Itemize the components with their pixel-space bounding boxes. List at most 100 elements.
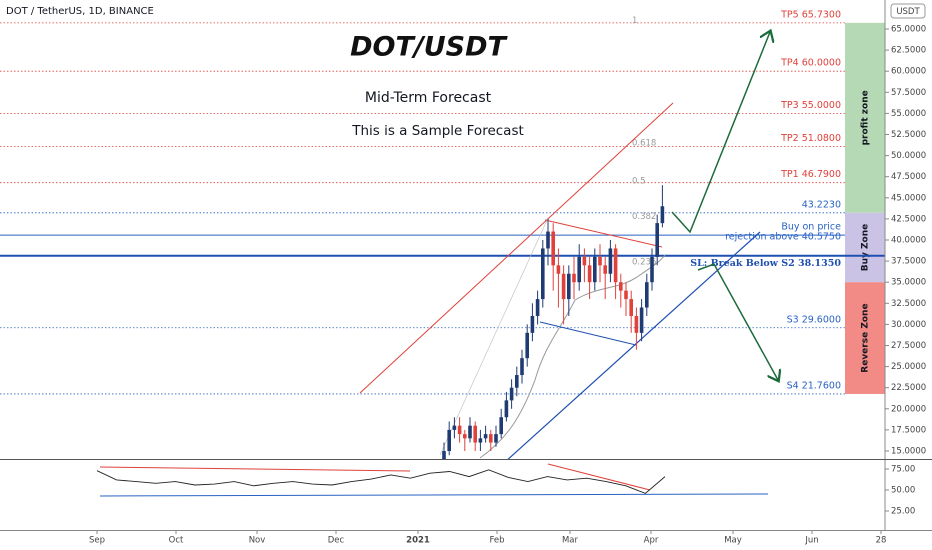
candle-body [468, 425, 472, 439]
candle-body [650, 256, 654, 283]
candle-body [561, 273, 566, 300]
candle-body [541, 248, 545, 300]
candle-body [530, 315, 535, 333]
candle-body [634, 315, 639, 333]
candle-body [593, 256, 597, 283]
y-tick-label: 35.0000 [891, 278, 926, 288]
level-label: S4 21.7600 [787, 380, 841, 391]
candle-body [577, 256, 581, 283]
candle-body [489, 434, 493, 443]
rsi-tick-label: 75.00 [891, 465, 915, 475]
trend-line [544, 219, 663, 248]
fib-label: 0.618 [632, 138, 656, 148]
rsi-trend [99, 466, 411, 472]
candle-body [551, 231, 555, 266]
fib-label: 0.5 [632, 176, 646, 186]
y-tick-label: 37.5000 [891, 257, 926, 267]
note: This is a Sample Forecast [351, 123, 524, 139]
candle-body [598, 256, 602, 266]
zone-label: Buy Zone [861, 224, 871, 272]
candle-body [442, 451, 446, 459]
level-label: 43.2230 [802, 199, 841, 210]
candle-body [525, 332, 529, 359]
y-tick-label: 52.5000 [891, 130, 926, 140]
y-tick-label: 65.0000 [891, 25, 926, 35]
rsi-trend [547, 463, 651, 491]
candle-body [494, 434, 498, 443]
candle-body [463, 434, 467, 439]
level-label: TP4 60.0000 [780, 58, 841, 69]
rsi-tick-label: 50.00 [891, 486, 915, 496]
x-tick-label: Apr [644, 536, 659, 546]
currency-box[interactable] [890, 3, 926, 19]
candle-body [655, 223, 659, 257]
candle-body [629, 299, 633, 316]
y-tick-label: 47.5000 [891, 172, 926, 182]
level-label: TP2 51.0800 [780, 133, 841, 144]
y-tick-label: 15.0000 [891, 447, 926, 457]
rsi-tick-label: 25.00 [891, 507, 915, 517]
y-tick-label: 42.5000 [891, 214, 926, 224]
x-tick-label: 28 [876, 536, 887, 546]
x-tick-label: Feb [489, 536, 504, 546]
up-arrow [671, 32, 770, 234]
fib-label: 0.382 [632, 212, 656, 222]
candle-body [535, 299, 540, 316]
y-tick-label: 30.0000 [891, 320, 926, 330]
candle-body [567, 273, 571, 300]
candle-body [608, 248, 613, 274]
down-arrow [697, 263, 778, 380]
x-tick-label: Dec [328, 536, 345, 546]
candle-body [613, 248, 618, 283]
zone [845, 212, 885, 283]
candle-body [556, 265, 561, 274]
x-tick-label: Nov [249, 536, 266, 546]
trend-line [539, 321, 637, 346]
rsi-line [96, 469, 666, 494]
y-tick-label: 27.5000 [891, 341, 926, 351]
y-tick-label: 32.5000 [891, 299, 926, 309]
level-label: TP3 55.0000 [780, 100, 841, 111]
y-tick-label: 57.5000 [891, 88, 926, 98]
level-label: S3 29.6000 [787, 314, 841, 325]
candle-body [619, 282, 623, 291]
chart-header: DOT / TetherUS, 1D, BINANCE [6, 6, 154, 17]
candle-body [660, 206, 665, 224]
candle-body [546, 231, 550, 249]
candle-body [603, 265, 607, 274]
candle-body [624, 290, 628, 300]
zone [845, 22, 885, 213]
y-tick-label: 40.0000 [891, 236, 926, 246]
channel-line [359, 102, 674, 394]
x-tick-label: Jun [804, 536, 818, 546]
x-tick-label: Sep [89, 536, 105, 546]
candle-body [645, 282, 649, 308]
stop-label: SL: Break Below S2 38.1350 [690, 258, 841, 269]
fib-line [439, 217, 549, 456]
x-tick-label: 2021 [406, 536, 430, 546]
buy-label: Buy on price [781, 222, 841, 233]
y-tick-label: 60.0000 [891, 67, 926, 77]
x-tick-label: May [724, 536, 742, 546]
candle-body [478, 438, 483, 443]
rsi-trend [99, 493, 769, 497]
y-tick-label: 22.5000 [891, 383, 926, 393]
candle-body [520, 358, 524, 376]
zone [845, 282, 885, 394]
y-tick-label: 45.0000 [891, 193, 926, 203]
candle-body [483, 434, 488, 439]
buy-label: rejection above 40.5750 [725, 232, 841, 243]
candle-body [473, 425, 477, 443]
subtitle: Mid-Term Forecast [365, 90, 492, 106]
y-tick-label: 55.0000 [891, 109, 926, 119]
zone-label: Reverse Zone [861, 303, 871, 372]
candle-body [515, 375, 519, 388]
fib-label: 0.236 [632, 257, 656, 267]
y-tick-label: 62.5000 [891, 46, 926, 56]
y-tick-label: 50.0000 [891, 151, 926, 161]
candle-body [447, 429, 451, 451]
currency: USDT [896, 7, 920, 17]
candle-body [452, 425, 457, 430]
zone-label: profit zone [861, 90, 871, 145]
